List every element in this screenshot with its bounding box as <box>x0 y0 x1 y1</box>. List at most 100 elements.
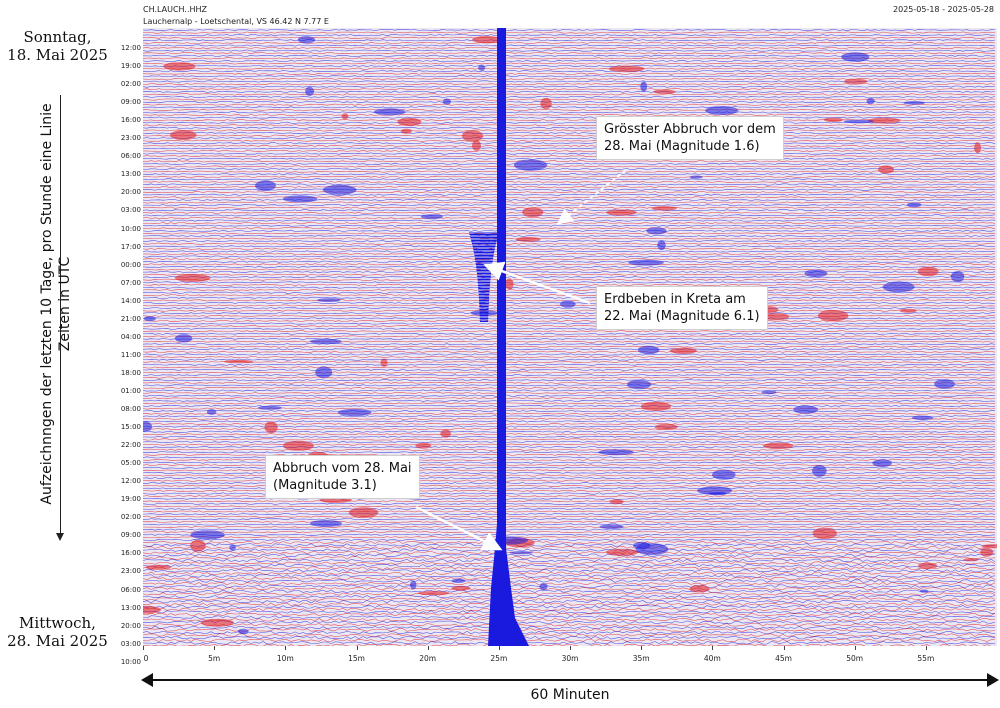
trace-line <box>143 438 996 441</box>
trace-line <box>143 584 996 588</box>
trace-line <box>143 510 995 513</box>
end-date: 28. Mai 2025 <box>7 632 108 650</box>
seismic-burst <box>420 214 443 220</box>
seismic-burst <box>763 442 794 450</box>
seismic-burst <box>906 202 922 208</box>
y-tick-label: 06:00 <box>120 585 141 594</box>
seismic-burst <box>451 585 471 591</box>
helicorder-svg <box>143 28 997 646</box>
seismic-burst <box>190 539 206 552</box>
trace-line <box>143 363 996 366</box>
trace-line <box>143 147 996 150</box>
trace-line <box>143 75 995 78</box>
trace-line <box>143 134 996 137</box>
x-tick-mark <box>214 646 216 650</box>
trace-line <box>143 633 996 637</box>
trace-line <box>143 417 996 420</box>
y-tick-label: 00:00 <box>120 260 141 269</box>
callout-slide-line1: Abbruch vom 28. Mai <box>273 461 412 476</box>
duration-arrow <box>141 673 999 687</box>
seismic-burst <box>689 175 703 179</box>
seismic-burst <box>461 130 484 142</box>
trace-line <box>143 612 996 617</box>
y-tick-label: 23:00 <box>120 567 141 576</box>
x-tick-mark <box>498 646 500 650</box>
seismic-burst <box>174 273 211 282</box>
trace-line <box>143 240 996 243</box>
seismic-burst <box>609 499 624 505</box>
seismic-burst <box>812 527 837 539</box>
trace-line <box>143 407 996 410</box>
trace-line <box>143 569 995 573</box>
trace-line <box>143 638 996 642</box>
trace-line <box>143 358 996 361</box>
seismic-burst <box>145 564 172 570</box>
trace-line <box>143 59 996 62</box>
seismic-burst <box>841 52 870 62</box>
seismic-burst <box>451 578 466 584</box>
trace-line <box>143 515 996 518</box>
trace-line <box>143 235 996 237</box>
trace-line <box>143 160 996 163</box>
trace-line <box>143 129 996 132</box>
trace-line <box>143 283 996 286</box>
trace-line <box>143 90 996 93</box>
trace-line <box>143 325 996 328</box>
trace-line <box>143 392 996 395</box>
seismic-burst <box>653 89 676 94</box>
x-tick-label: 55m <box>917 654 935 663</box>
trace-line <box>143 579 996 583</box>
x-tick-label: 15m <box>348 654 365 663</box>
trace-line <box>143 307 996 310</box>
trace-line <box>143 405 996 407</box>
y-tick-label: 02:00 <box>120 80 141 89</box>
trace-line <box>143 448 996 451</box>
trace-line <box>143 70 996 73</box>
trace-line <box>143 36 996 39</box>
y-tick-label: 20:00 <box>120 188 141 197</box>
seismic-burst <box>400 128 412 134</box>
trace-line <box>143 144 996 147</box>
seismic-burst <box>143 421 152 432</box>
trace-line <box>143 101 996 104</box>
seismic-burst <box>866 97 875 105</box>
seismic-burst <box>919 589 929 593</box>
trace-line <box>143 623 996 627</box>
trace-line <box>143 242 996 245</box>
seismic-burst <box>844 78 868 84</box>
trace-line <box>143 229 996 232</box>
seismic-burst <box>440 429 451 438</box>
trace-line <box>143 67 996 70</box>
trace-line <box>143 34 996 37</box>
callout-crete-line1: Erdbeben in Kreta am <box>604 292 746 307</box>
trace-line <box>143 199 995 201</box>
y-tick-label: 06:00 <box>120 152 141 161</box>
trace-line <box>143 443 996 446</box>
y-tick-label: 19:00 <box>120 495 141 504</box>
vertical-axis-label: Aufzeichnngen der letzten 10 Tage, pro S… <box>38 84 82 524</box>
seismic-burst <box>628 259 664 266</box>
trace-line <box>143 641 996 645</box>
trace-line <box>143 617 996 622</box>
trace-line <box>143 245 996 248</box>
trace-line <box>143 571 996 576</box>
start-day: Sonntag, <box>23 28 92 46</box>
seismic-burst <box>705 106 739 115</box>
trace-line <box>143 384 996 387</box>
trace-line <box>143 548 996 552</box>
trace-line <box>143 340 996 343</box>
trace-line <box>143 594 996 599</box>
trace-line <box>143 332 996 335</box>
trace-line <box>143 281 996 284</box>
x-tick-label: 30m <box>561 654 579 663</box>
duration-label: 60 Minuten <box>530 687 610 703</box>
seismic-burst <box>872 459 892 467</box>
trace-line <box>143 430 996 433</box>
trace-line <box>143 44 996 47</box>
trace-line <box>143 415 996 418</box>
trace-line <box>143 589 996 593</box>
trace-line <box>143 142 996 145</box>
start-date: 18. Mai 2025 <box>7 46 108 64</box>
x-tick-label: 40m <box>703 654 721 663</box>
trace-line <box>143 31 996 34</box>
